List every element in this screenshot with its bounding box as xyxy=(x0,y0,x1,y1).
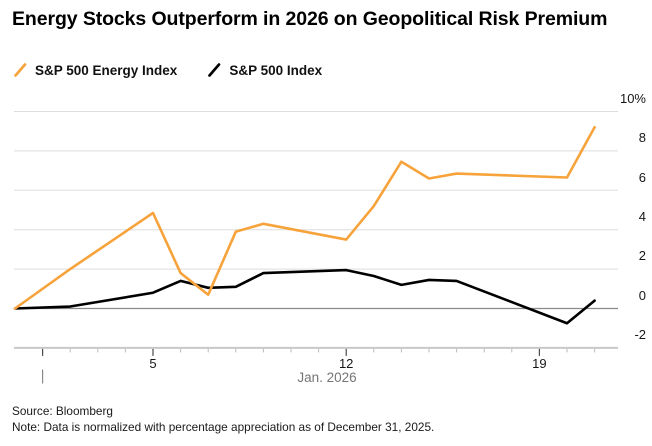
source-text: Source: Bloomberg xyxy=(12,404,113,418)
legend-item-spx: S&P 500 Index xyxy=(207,62,322,78)
y-axis-label: 2 xyxy=(638,248,646,264)
energy-line xyxy=(13,125,596,310)
y-axis-label: 4 xyxy=(638,209,646,224)
spx-line xyxy=(13,268,596,325)
spx-slash-icon xyxy=(208,63,221,77)
plot-svg xyxy=(13,111,618,384)
x-axis-label: 12 xyxy=(338,356,354,371)
month-year-label: Jan. 2026 xyxy=(297,370,357,385)
y-axis-labels: 10% 8 6 4 2 0 -2 xyxy=(600,0,648,360)
footer: Source: Bloomberg Note: Data is normaliz… xyxy=(12,403,642,435)
legend-label-spx: S&P 500 Index xyxy=(229,62,323,78)
chart-area xyxy=(0,86,652,406)
y-axis-label: 8 xyxy=(638,130,646,146)
legend-label-energy: S&P 500 Energy Index xyxy=(35,62,178,78)
page-title: Energy Stocks Outperform in 2026 on Geop… xyxy=(12,8,608,30)
y-axis-label: 0 xyxy=(638,287,646,303)
x-axis-label: 5 xyxy=(149,356,157,371)
y-axis-label: 6 xyxy=(638,169,646,185)
y-axis-label: -2 xyxy=(634,327,646,343)
y-axis-label: 10% xyxy=(619,90,646,106)
x-axis-label: 19 xyxy=(532,356,547,371)
legend: S&P 500 Energy Index S&P 500 Index xyxy=(13,62,322,78)
note-text: Note: Data is normalized with percentage… xyxy=(12,420,435,434)
energy-slash-icon xyxy=(14,63,27,77)
legend-item-energy: S&P 500 Energy Index xyxy=(13,62,177,78)
